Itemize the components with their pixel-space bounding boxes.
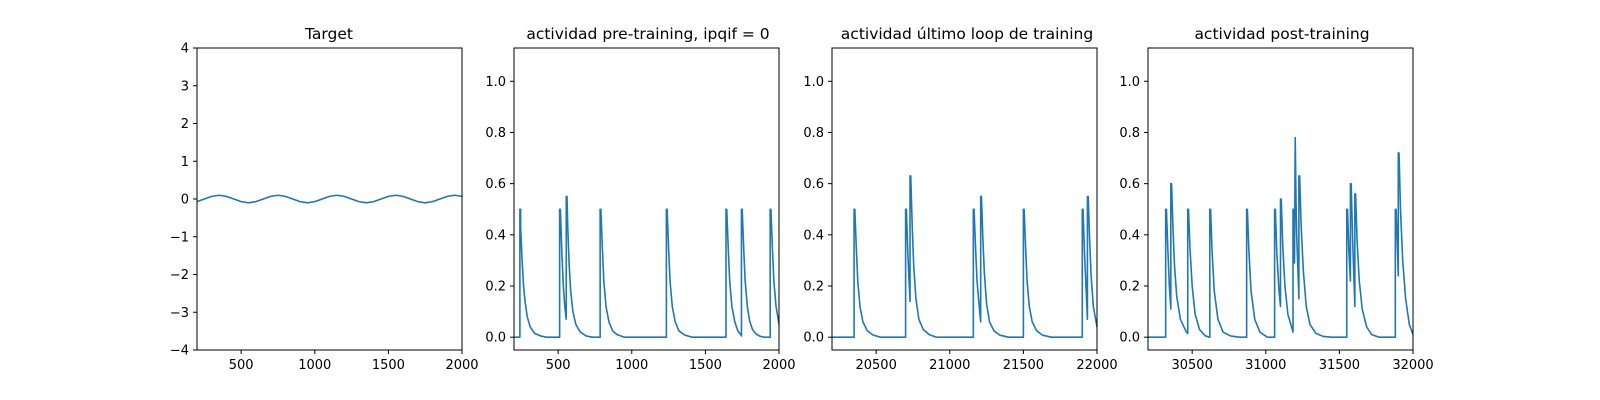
panel-title: actividad último loop de training bbox=[841, 25, 1093, 43]
y-tick-label: 4 bbox=[181, 42, 189, 57]
x-tick-label: 1000 bbox=[615, 358, 648, 373]
axes-frame bbox=[513, 47, 780, 351]
x-tick-label: 2000 bbox=[762, 358, 795, 373]
y-tick-label: 0.8 bbox=[803, 126, 824, 141]
y-tick-label: 0.2 bbox=[485, 280, 506, 295]
y-tick-label: 0.2 bbox=[1119, 280, 1140, 295]
x-tick-label: 20500 bbox=[855, 358, 896, 373]
panel-pre-training: actividad pre-training, ipqif = 0 500 100… bbox=[485, 25, 795, 373]
y-tick-label: 0.4 bbox=[485, 228, 506, 243]
y-tick-label: 1.0 bbox=[803, 75, 824, 90]
y-tick-label: 0.4 bbox=[1119, 228, 1140, 243]
panel-title: Target bbox=[304, 25, 353, 43]
series-line bbox=[196, 194, 463, 204]
y-tick-label: 0.8 bbox=[1119, 126, 1140, 141]
x-tick-label: 1500 bbox=[689, 358, 722, 373]
x-tick-label: 21500 bbox=[1003, 358, 1044, 373]
panel-title: actividad post-training bbox=[1194, 25, 1369, 43]
x-tick-label: 31000 bbox=[1245, 358, 1286, 373]
x-tick-label: 500 bbox=[229, 358, 254, 373]
series-line bbox=[1148, 136, 1414, 339]
x-tick-label: 2000 bbox=[445, 358, 478, 373]
y-tick-label: 0 bbox=[181, 193, 189, 208]
y-tick-label: 2 bbox=[181, 117, 189, 132]
x-tick-label: 32000 bbox=[1392, 358, 1433, 373]
y-tick-label: 0.2 bbox=[803, 280, 824, 295]
y-tick-label: 1.0 bbox=[1119, 75, 1140, 90]
series-line bbox=[832, 175, 1098, 339]
y-tick-label: −3 bbox=[170, 306, 189, 321]
x-tick-label: 500 bbox=[546, 358, 571, 373]
panel-title: actividad pre-training, ipqif = 0 bbox=[526, 25, 769, 43]
y-tick-label: 0.0 bbox=[1119, 331, 1140, 346]
series-line bbox=[514, 195, 780, 339]
y-tick-label: −2 bbox=[170, 268, 189, 283]
y-tick-label: 0.0 bbox=[485, 331, 506, 346]
panel-target: Target 500 1000 1500 2000 −4 −3 −2 −1 0 1 2 3 4 bbox=[170, 25, 479, 373]
y-tick-label: −1 bbox=[170, 230, 189, 245]
x-tick-label: 30500 bbox=[1171, 358, 1212, 373]
y-tick-label: 0.8 bbox=[485, 126, 506, 141]
x-tick-label: 21000 bbox=[929, 358, 970, 373]
panel-last-training-loop: actividad último loop de training 20500 2… bbox=[803, 25, 1117, 373]
axes-frame bbox=[831, 47, 1098, 351]
y-tick-label: 0.6 bbox=[1119, 177, 1140, 192]
panel-post-training: actividad post-training 30500 31000 31500 3… bbox=[1119, 25, 1433, 373]
axes-frame bbox=[1147, 47, 1414, 351]
y-tick-label: 1 bbox=[181, 155, 189, 170]
y-tick-label: 1.0 bbox=[485, 75, 506, 90]
y-tick-label: −4 bbox=[170, 344, 189, 359]
y-tick-label: 3 bbox=[181, 79, 189, 94]
x-tick-label: 1000 bbox=[298, 358, 331, 373]
y-tick-label: 0.6 bbox=[485, 177, 506, 192]
x-tick-label: 31500 bbox=[1319, 358, 1360, 373]
x-tick-label: 1500 bbox=[372, 358, 405, 373]
y-tick-label: 0.4 bbox=[803, 228, 824, 243]
y-tick-label: 0.6 bbox=[803, 177, 824, 192]
y-tick-label: 0.0 bbox=[803, 331, 824, 346]
x-tick-label: 22000 bbox=[1076, 358, 1117, 373]
